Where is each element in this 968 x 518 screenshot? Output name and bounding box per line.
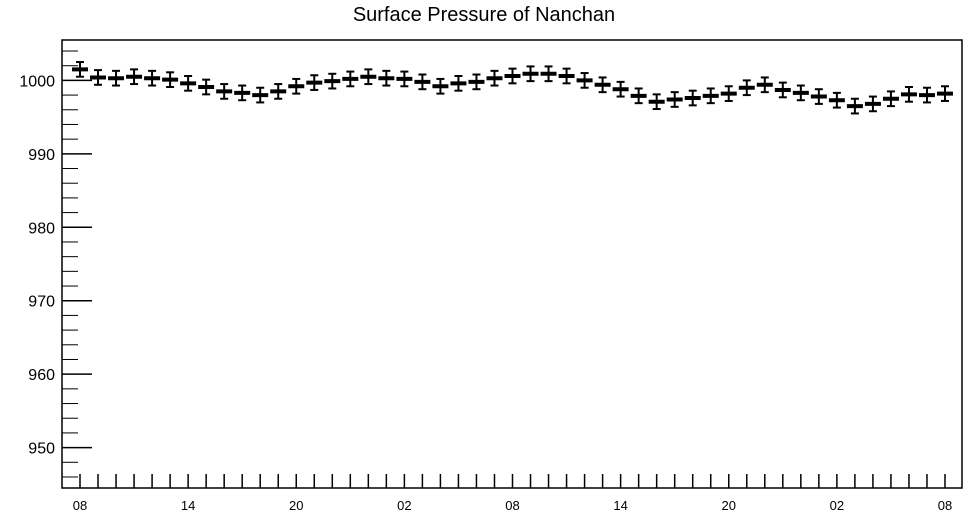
data-point (504, 67, 521, 85)
data-point (90, 69, 107, 86)
x-tick-label: 08 (73, 498, 87, 513)
data-points (72, 61, 953, 115)
data-point (612, 80, 629, 98)
data-point (774, 81, 791, 99)
data-point (108, 69, 125, 87)
x-tick-label: 14 (613, 498, 627, 513)
y-tick-label: 990 (28, 147, 55, 164)
y-axis: 1000 990 980 970 960 950 (19, 73, 92, 458)
data-point (198, 78, 215, 96)
x-axis: 08 14 20 02 08 14 20 02 08 (73, 474, 952, 513)
data-point (738, 79, 755, 97)
data-point (486, 69, 503, 87)
data-point (720, 85, 737, 102)
data-point (882, 90, 899, 108)
data-point (162, 71, 179, 89)
data-point (270, 83, 287, 100)
data-point (558, 67, 575, 85)
data-point (378, 69, 395, 87)
data-point (360, 68, 377, 86)
x-tick-label: 08 (505, 498, 519, 513)
data-point (630, 87, 647, 105)
data-point (72, 61, 88, 78)
data-point (414, 73, 431, 91)
data-point (810, 88, 827, 105)
y-tick-label: 950 (28, 441, 55, 458)
data-point (900, 86, 917, 103)
data-point (468, 73, 485, 91)
x-tick-label: 08 (938, 498, 952, 513)
data-point (937, 85, 953, 102)
data-point (846, 97, 863, 115)
data-point (126, 68, 143, 86)
data-point (792, 84, 809, 102)
data-point (828, 91, 845, 109)
y-tick-label: 1000 (19, 73, 55, 90)
data-point (450, 74, 467, 92)
data-point (648, 93, 665, 111)
data-point (594, 76, 611, 94)
data-point (576, 72, 593, 89)
x-tick-label: 14 (181, 498, 195, 513)
x-tick-label: 02 (397, 498, 411, 513)
y-tick-label: 980 (28, 220, 55, 237)
data-point (684, 89, 701, 107)
data-point (918, 86, 935, 104)
y-minor-ticks (62, 50, 78, 478)
data-point (432, 77, 449, 95)
data-point (666, 91, 683, 108)
data-point (756, 76, 773, 94)
data-point (324, 72, 341, 90)
x-tick-label: 20 (722, 498, 736, 513)
chart-title: Surface Pressure of Nanchan (352, 4, 616, 26)
data-point (864, 95, 881, 113)
y-tick-label: 970 (28, 294, 55, 311)
plot-frame (61, 39, 963, 489)
data-point (216, 83, 233, 100)
data-point (180, 74, 197, 92)
data-point (396, 70, 413, 88)
data-point (342, 70, 359, 88)
data-point (522, 65, 539, 83)
data-point (702, 87, 719, 105)
data-point (288, 77, 305, 95)
data-point (252, 86, 269, 104)
data-point (540, 65, 557, 83)
x-tick-label: 02 (830, 498, 844, 513)
data-point (306, 74, 323, 91)
data-point (144, 69, 161, 87)
y-tick-label: 960 (28, 367, 55, 384)
x-tick-label: 20 (289, 498, 303, 513)
data-point (234, 84, 251, 102)
